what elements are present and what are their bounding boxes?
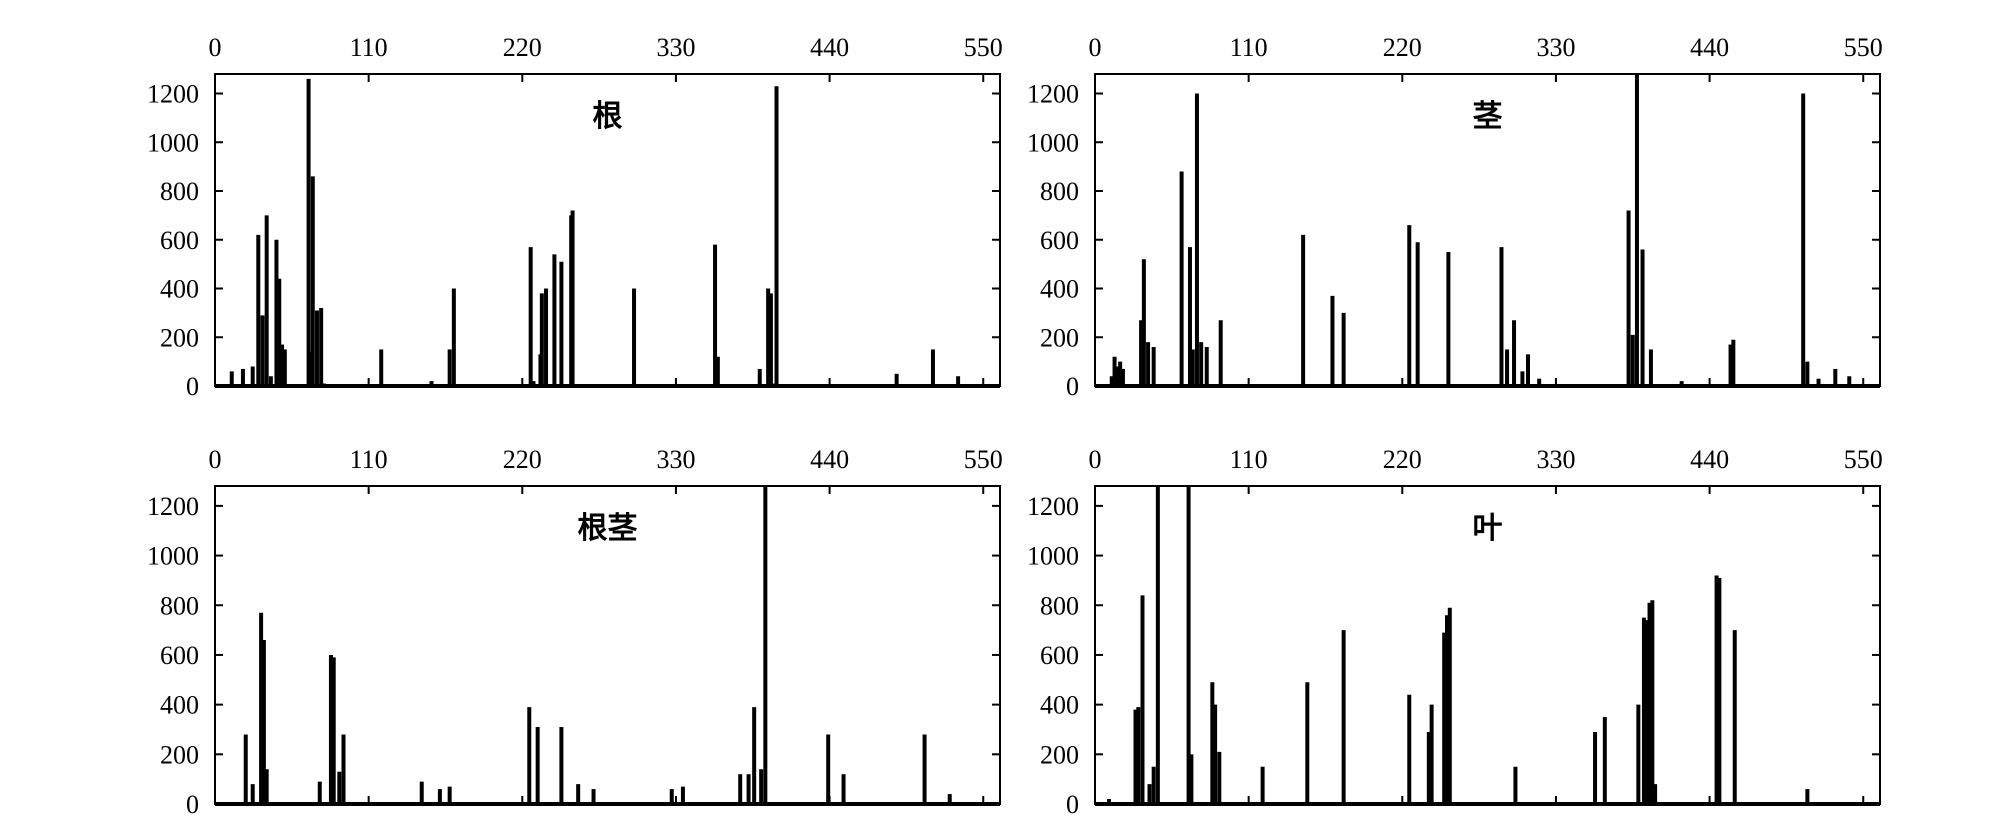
plot-frame [214,485,1001,805]
y-tick-label: 1000 [147,128,199,157]
chart-panel-root: 0 110 220 330 440 550 0 200 400 600 800 1000 1200 根 [147,33,1003,401]
x-tick-label: 440 [810,445,849,474]
panel-title: 茎 [1473,99,1503,134]
y-tick-label: 0 [1066,790,1079,819]
x-tick-label: 440 [810,33,849,62]
y-tick-label: 0 [1066,372,1079,401]
chart-panel-stem: 0 110 220 330 440 550 0 200 400 600 800 1000 1200 茎 [1027,33,1883,401]
y-tick-label: 400 [160,275,199,304]
x-tick-label: 110 [1230,33,1268,62]
x-tick-label: 330 [656,445,695,474]
chart-panel-rhizome: 0 110 220 330 440 550 0 200 400 600 800 1000 1200 根茎 [147,445,1003,819]
y-tick-label: 1200 [147,80,199,109]
y-tick-label: 1200 [147,492,199,521]
panel-title: 根茎 [578,511,638,546]
x-tick-label: 0 [209,33,222,62]
x-tick-label: 440 [1690,33,1729,62]
x-tick-label: 0 [1089,445,1102,474]
x-tick-label: 110 [1230,445,1268,474]
y-tick-label: 800 [1040,591,1079,620]
y-tick-label: 800 [160,177,199,206]
y-tick-label: 200 [160,740,199,769]
plot-frame [1094,485,1881,805]
x-tick-label: 550 [1844,445,1883,474]
y-tick-label: 1200 [1027,492,1079,521]
y-tick-label: 600 [160,226,199,255]
x-tick-label: 550 [964,33,1003,62]
x-tick-label: 330 [1536,445,1575,474]
x-tick-label: 550 [964,445,1003,474]
y-tick-label: 0 [186,790,199,819]
panel-title: 根 [593,99,623,134]
x-tick-label: 220 [503,33,542,62]
plot-frame [1094,73,1881,387]
y-tick-label: 600 [1040,641,1079,670]
y-tick-label: 600 [1040,226,1079,255]
y-tick-label: 600 [160,641,199,670]
y-tick-label: 1000 [147,542,199,571]
x-tick-label: 220 [1383,33,1422,62]
x-tick-label: 330 [656,33,695,62]
x-tick-label: 220 [1383,445,1422,474]
chart-panel-leaf: 0 110 220 330 440 550 0 200 400 600 800 1000 1200 叶 [1027,445,1883,819]
x-tick-label: 220 [503,445,542,474]
y-tick-label: 1200 [1027,80,1079,109]
y-tick-label: 200 [1040,740,1079,769]
y-tick-label: 0 [186,372,199,401]
x-tick-label: 550 [1844,33,1883,62]
y-tick-label: 400 [1040,275,1079,304]
y-tick-label: 400 [160,691,199,720]
x-tick-label: 330 [1536,33,1575,62]
y-tick-label: 800 [160,591,199,620]
panel-title: 叶 [1473,511,1503,546]
y-tick-label: 200 [1040,323,1079,352]
x-tick-label: 0 [209,445,222,474]
y-tick-label: 1000 [1027,128,1079,157]
x-tick-label: 110 [350,445,388,474]
x-tick-label: 440 [1690,445,1729,474]
y-tick-label: 1000 [1027,542,1079,571]
y-tick-label: 400 [1040,691,1079,720]
plot-frame [214,73,1001,387]
x-tick-label: 110 [350,33,388,62]
y-tick-label: 800 [1040,177,1079,206]
x-tick-label: 0 [1089,33,1102,62]
y-tick-label: 200 [160,323,199,352]
